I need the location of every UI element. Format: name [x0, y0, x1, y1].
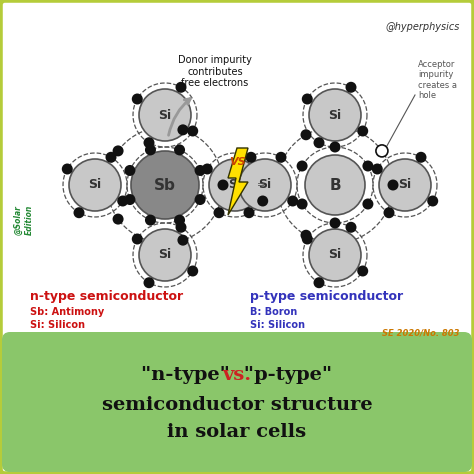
Circle shape [287, 195, 298, 207]
Text: Si: Silicon: Si: Silicon [250, 320, 305, 330]
Text: VS: VS [228, 157, 246, 167]
Circle shape [106, 152, 117, 163]
Circle shape [357, 126, 368, 137]
Circle shape [309, 229, 361, 281]
Text: B: Boron: B: Boron [250, 307, 297, 317]
Circle shape [239, 159, 291, 211]
Circle shape [297, 199, 308, 210]
Circle shape [416, 152, 427, 163]
Text: Acceptor
impurity
creates a
hole: Acceptor impurity creates a hole [418, 60, 457, 100]
Circle shape [346, 82, 356, 93]
Circle shape [145, 215, 156, 226]
Text: Si: Si [158, 248, 172, 262]
Text: SE 2020/No. 803: SE 2020/No. 803 [383, 328, 460, 337]
Circle shape [132, 93, 143, 104]
Circle shape [174, 215, 185, 226]
Circle shape [202, 164, 213, 174]
Circle shape [379, 159, 431, 211]
Circle shape [301, 129, 311, 140]
Circle shape [113, 146, 124, 156]
Circle shape [195, 194, 206, 205]
Circle shape [357, 265, 368, 276]
Circle shape [218, 180, 228, 191]
Text: Si: Si [258, 179, 272, 191]
Circle shape [209, 159, 261, 211]
Circle shape [329, 218, 340, 228]
Circle shape [244, 207, 255, 218]
Text: Si: Si [228, 179, 242, 191]
Circle shape [257, 195, 268, 207]
Circle shape [301, 230, 311, 241]
Circle shape [174, 145, 185, 155]
Circle shape [175, 222, 186, 233]
Text: semiconductor structure: semiconductor structure [102, 396, 372, 414]
Text: Donor impurity
contributes
free electrons: Donor impurity contributes free electron… [178, 55, 252, 88]
Circle shape [175, 82, 186, 93]
Circle shape [213, 207, 225, 218]
Circle shape [177, 235, 189, 246]
Circle shape [309, 89, 361, 141]
Circle shape [302, 234, 313, 245]
Text: @Solar
Edition: @Solar Edition [14, 205, 34, 235]
FancyBboxPatch shape [2, 332, 472, 472]
Circle shape [427, 195, 438, 207]
Text: =: = [257, 180, 265, 190]
Circle shape [62, 164, 73, 174]
Circle shape [131, 151, 199, 219]
Circle shape [139, 229, 191, 281]
Circle shape [117, 195, 128, 207]
Circle shape [275, 152, 286, 163]
Text: B: B [329, 177, 341, 192]
Circle shape [297, 161, 308, 172]
Text: Si: Silicon: Si: Silicon [30, 320, 85, 330]
Circle shape [195, 165, 206, 176]
Circle shape [232, 164, 243, 174]
Text: "n-type": "n-type" [141, 366, 237, 384]
Text: "p-type": "p-type" [237, 366, 332, 384]
Text: in solar cells: in solar cells [167, 423, 307, 441]
Circle shape [346, 222, 356, 233]
Circle shape [73, 207, 84, 218]
Text: Si: Si [328, 248, 342, 262]
Circle shape [305, 155, 365, 215]
Circle shape [313, 137, 325, 148]
Circle shape [144, 277, 155, 288]
Circle shape [363, 199, 374, 210]
Circle shape [144, 137, 155, 148]
Circle shape [69, 159, 121, 211]
Text: @hyperphysics: @hyperphysics [386, 22, 460, 32]
Text: Si: Si [89, 179, 101, 191]
Circle shape [132, 234, 143, 245]
Circle shape [329, 142, 340, 153]
Text: vs.: vs. [222, 366, 252, 384]
Circle shape [376, 145, 388, 157]
Circle shape [388, 180, 399, 191]
Circle shape [187, 265, 198, 276]
Text: Si: Si [399, 179, 411, 191]
Text: Sb: Sb [154, 177, 176, 192]
Circle shape [113, 214, 124, 225]
Circle shape [383, 207, 394, 218]
Text: p-type semiconductor: p-type semiconductor [250, 290, 403, 303]
Polygon shape [228, 148, 248, 215]
Text: Sb: Antimony: Sb: Antimony [30, 307, 104, 317]
Circle shape [124, 165, 136, 176]
Circle shape [145, 145, 156, 155]
Circle shape [372, 164, 383, 174]
Text: Si: Si [158, 109, 172, 121]
Text: n-type semiconductor: n-type semiconductor [30, 290, 183, 303]
Circle shape [246, 152, 256, 163]
Circle shape [177, 124, 189, 136]
Circle shape [313, 277, 325, 288]
Circle shape [124, 194, 136, 205]
Circle shape [363, 161, 374, 172]
Circle shape [187, 126, 198, 137]
Circle shape [139, 89, 191, 141]
Text: Si: Si [328, 109, 342, 121]
Circle shape [302, 93, 313, 104]
